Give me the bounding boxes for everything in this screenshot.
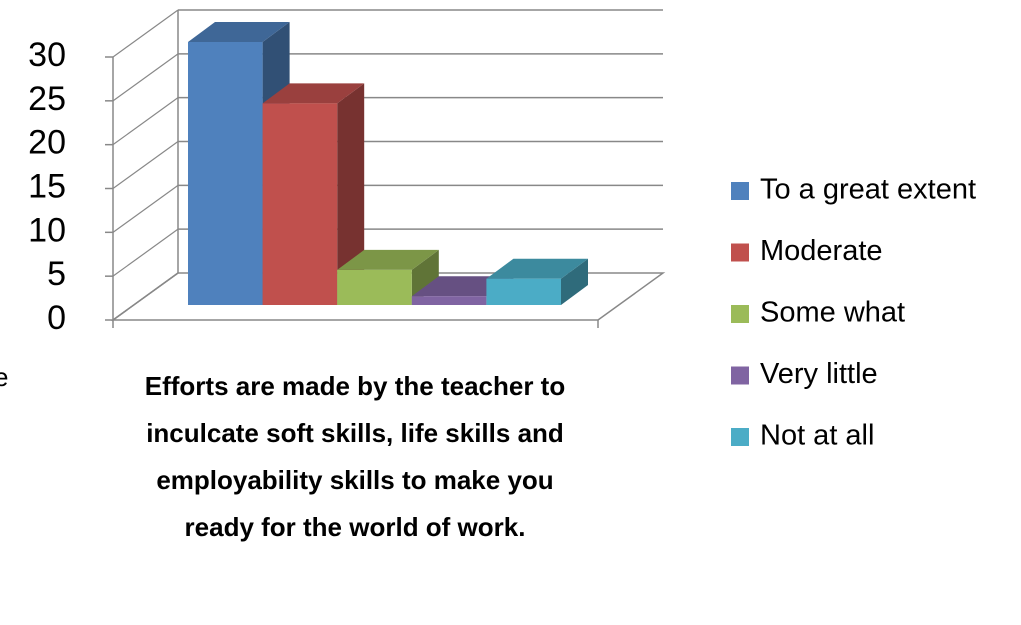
y-tick-label: 0 bbox=[47, 299, 66, 337]
y-tick-label: 20 bbox=[28, 124, 66, 162]
grid-diagonal bbox=[112, 228, 179, 277]
legend-label: Very little bbox=[760, 358, 878, 390]
grid-diagonal bbox=[112, 97, 179, 146]
grid-diagonal bbox=[112, 53, 179, 102]
bar-top bbox=[262, 83, 365, 104]
bar-top bbox=[337, 249, 439, 270]
legend-swatch bbox=[731, 182, 749, 200]
y-tick-label: 30 bbox=[28, 36, 66, 74]
grid-diagonal bbox=[112, 272, 179, 321]
grid-diagonal bbox=[112, 9, 179, 58]
legend-swatch bbox=[731, 428, 749, 446]
y-tick-label: 10 bbox=[28, 211, 66, 249]
legend-label: To a great extent bbox=[760, 174, 976, 206]
y-tick-label: 5 bbox=[47, 255, 66, 293]
legend-label: Some what bbox=[760, 297, 905, 329]
y-tick-label: 25 bbox=[28, 80, 66, 118]
x-category-label: Efforts are made by the teacher to incul… bbox=[144, 371, 566, 542]
bar bbox=[411, 296, 487, 305]
bar-top bbox=[486, 258, 588, 279]
bar-top bbox=[188, 22, 290, 42]
legend-swatch bbox=[731, 366, 749, 385]
grid-diagonal bbox=[112, 141, 179, 189]
bar-side bbox=[561, 258, 588, 305]
bar-side bbox=[337, 83, 365, 305]
y-tick-label: 15 bbox=[28, 167, 66, 205]
legend-label: Not at all bbox=[760, 420, 874, 452]
legend-label: Moderate bbox=[760, 235, 883, 267]
cut-off-text: e bbox=[0, 362, 9, 392]
bar bbox=[486, 278, 561, 305]
bar bbox=[337, 269, 412, 305]
legend-swatch bbox=[731, 305, 749, 323]
legend-swatch bbox=[731, 243, 749, 262]
bar bbox=[262, 103, 338, 305]
grid-diagonal bbox=[112, 184, 179, 233]
bar bbox=[188, 42, 263, 305]
